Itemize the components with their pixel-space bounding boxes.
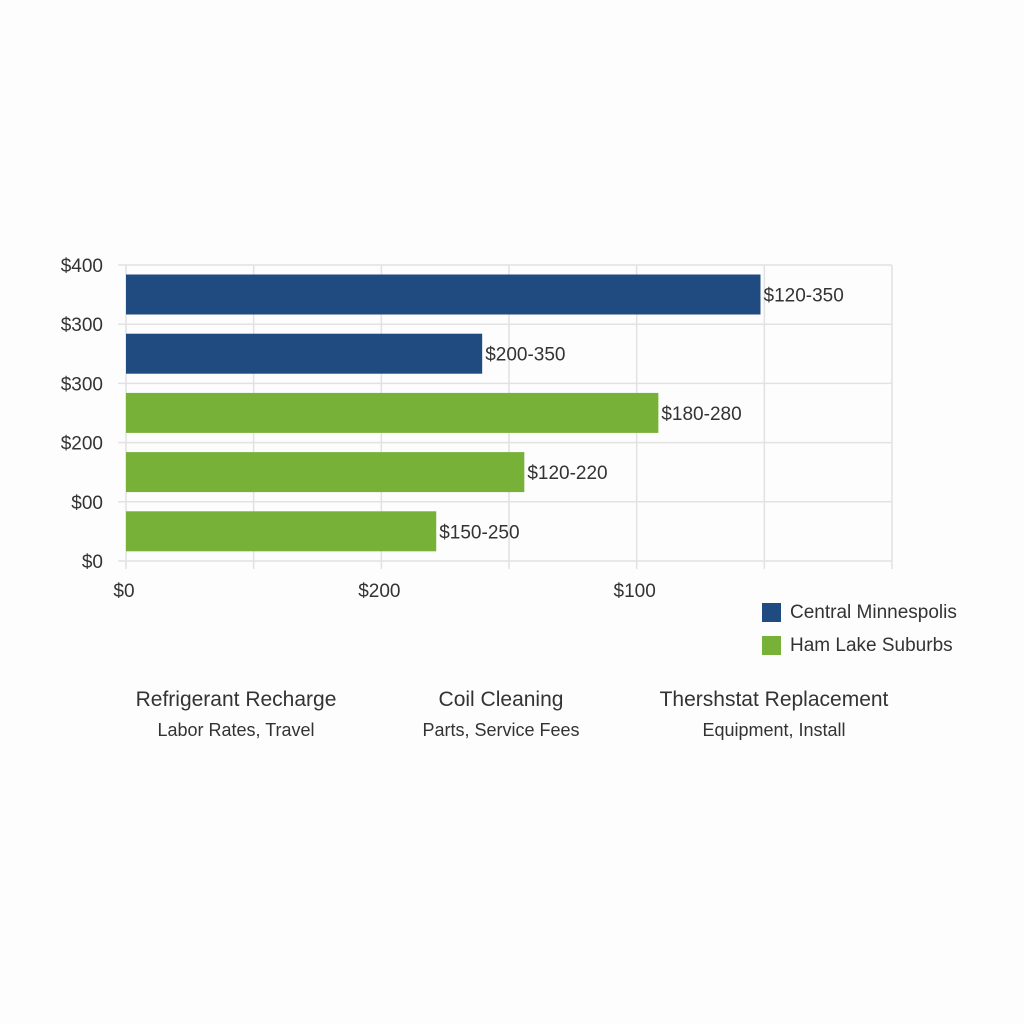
category-subtitle: Labor Rates, Travel [157,720,315,740]
x-tick-label: $0 [113,581,134,602]
y-tick-label: $300 [61,374,103,395]
bar-value-label: $150-250 [439,522,519,543]
y-tick-label: $200 [61,434,103,455]
category-thermostat-replacement: Thershstat Replacement Equipment, Instal… [624,688,924,741]
legend-label: Central Minnespolis [790,601,957,623]
category-subtitle: Equipment, Install [702,720,846,740]
bar [126,511,437,552]
bar-value-label: $120-350 [764,286,844,307]
y-tick-label: $0 [82,552,103,573]
legend-item-central[interactable]: Central Minnespolis [762,596,957,629]
legend-label: Ham Lake Suburbs [790,634,953,656]
category-coil-cleaning: Coil Cleaning Parts, Service Fees [351,688,651,741]
bar-value-label: $200-350 [485,345,565,366]
legend-swatch-central [762,603,781,622]
bar-value-label: $180-280 [661,404,741,425]
bar-value-label: $120-220 [527,463,607,484]
bar [126,452,525,493]
bar [126,392,659,433]
bar [126,333,483,374]
y-tick-label: $00 [71,493,103,514]
y-tick-label: $300 [61,315,103,336]
legend: Central Minnespolis Ham Lake Suburbs [762,596,957,662]
legend-swatch-ham-lake [762,636,781,655]
x-tick-label: $100 [614,581,656,602]
y-tick-label: $400 [61,256,103,277]
bar [126,274,761,315]
category-refrigerant-recharge: Refrigerant Recharge Labor Rates, Travel [86,688,386,741]
category-subtitle: Parts, Service Fees [422,720,580,740]
x-tick-label: $200 [358,581,400,602]
category-title: Thershstat Replacement [659,688,889,711]
legend-item-ham-lake[interactable]: Ham Lake Suburbs [762,629,957,662]
category-title: Coil Cleaning [438,688,564,711]
category-title: Refrigerant Recharge [135,688,337,711]
